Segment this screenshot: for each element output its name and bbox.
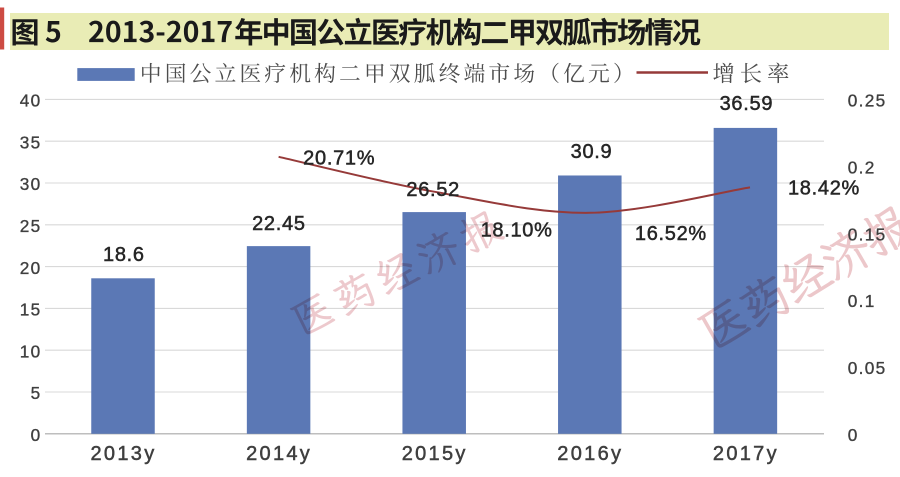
svg-text:15: 15 [20,300,42,320]
svg-text:20.71%: 20.71% [303,148,375,170]
svg-text:2017y: 2017y [713,443,779,465]
svg-text:2015y: 2015y [402,443,468,465]
svg-text:2016y: 2016y [557,443,623,465]
svg-text:2014y: 2014y [246,443,312,465]
svg-text:18.10%: 18.10% [481,219,553,241]
svg-text:30.9: 30.9 [571,141,613,163]
svg-text:0.15: 0.15 [848,224,887,244]
svg-text:5: 5 [31,383,42,403]
svg-text:2013y: 2013y [91,443,157,465]
svg-text:26.52: 26.52 [406,179,460,201]
svg-text:35: 35 [20,132,42,152]
svg-text:16.52%: 16.52% [635,223,707,245]
svg-text:0: 0 [31,425,42,445]
svg-text:0.2: 0.2 [848,158,876,178]
svg-text:0.1: 0.1 [848,291,876,311]
svg-text:18.42%: 18.42% [788,178,860,200]
svg-text:0: 0 [848,425,859,445]
svg-text:0.05: 0.05 [848,358,887,378]
svg-text:0.25: 0.25 [848,91,887,111]
svg-text:25: 25 [20,216,42,236]
svg-text:36.59: 36.59 [720,93,774,115]
svg-text:10: 10 [20,341,42,361]
svg-text:30: 30 [20,174,42,194]
svg-text:22.45: 22.45 [252,213,306,235]
svg-text:20: 20 [20,258,42,278]
svg-text:40: 40 [20,91,42,111]
svg-text:18.6: 18.6 [103,244,145,266]
